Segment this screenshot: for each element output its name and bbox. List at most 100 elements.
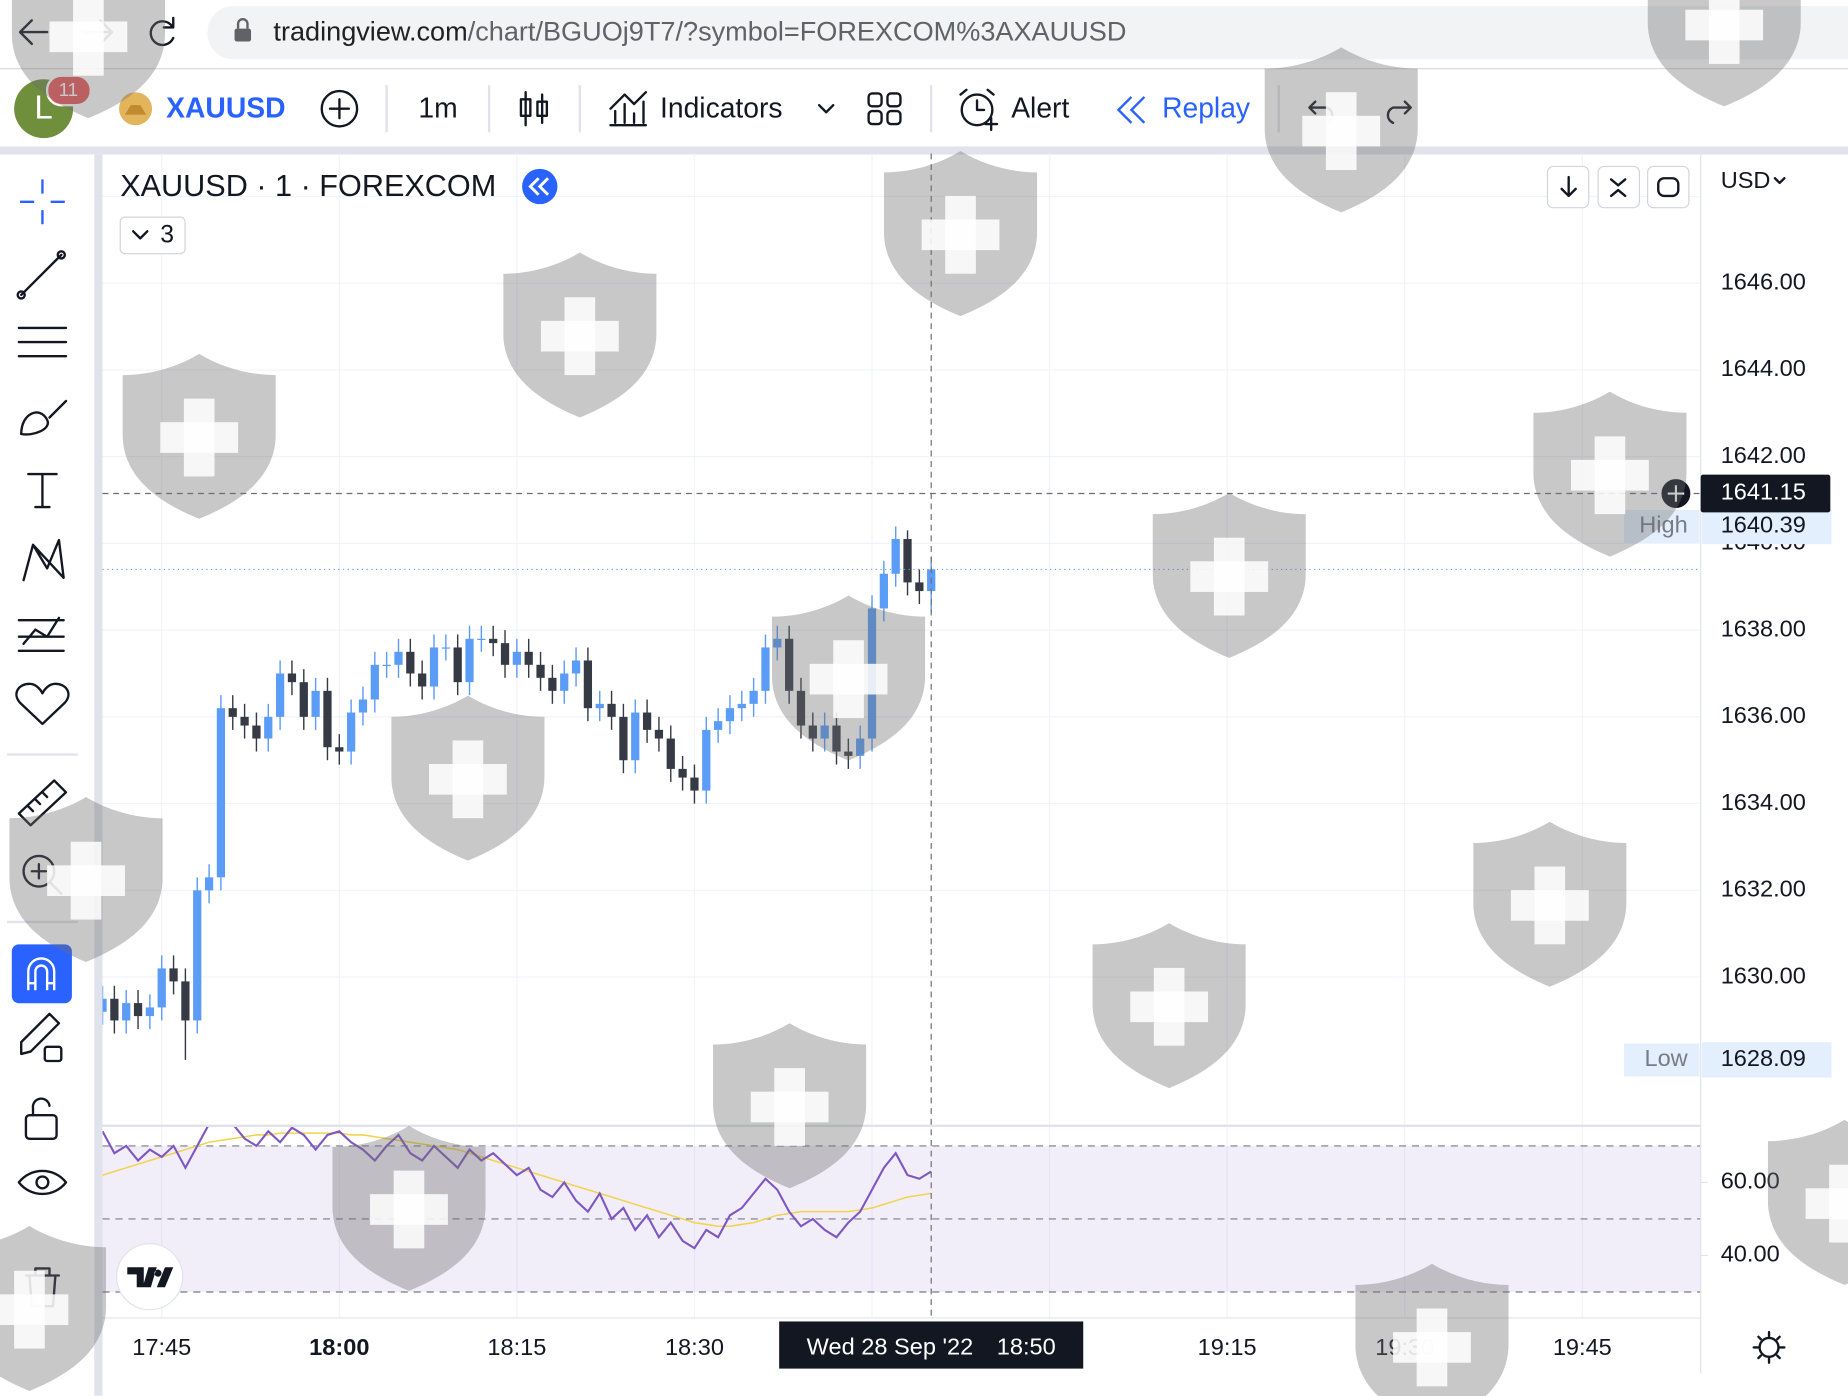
candle-body <box>477 638 486 640</box>
collapse-button[interactable] <box>1597 165 1640 209</box>
x-tick-label: 19:45 <box>1553 1334 1612 1360</box>
candle-body <box>110 998 119 1021</box>
candle-body <box>891 539 900 574</box>
layout-icon <box>867 109 883 126</box>
candle-body <box>275 673 285 717</box>
text-tool[interactable] <box>27 472 58 509</box>
price-label-name: Low <box>1644 1045 1688 1071</box>
indicators-menu[interactable] <box>817 104 835 114</box>
y-tick-label: 1632.00 <box>1721 876 1806 902</box>
replay-button[interactable]: Replay <box>1162 91 1251 123</box>
y-tick-label: 1646.00 <box>1721 268 1806 294</box>
candle-body <box>370 664 379 700</box>
price-label-bg <box>1701 508 1832 545</box>
candle-body <box>169 968 178 982</box>
candle-body <box>429 647 439 687</box>
candle-body <box>690 777 699 791</box>
candle-body <box>524 651 533 665</box>
replay-indicator <box>528 177 550 196</box>
candle-body <box>500 643 510 665</box>
candle-body <box>204 877 214 891</box>
lock-all-tool[interactable] <box>24 1114 58 1140</box>
interval-button[interactable]: 1m <box>418 91 457 123</box>
candle-body <box>264 716 273 739</box>
hide-tool[interactable] <box>17 1169 68 1196</box>
x-tick-label: 18:00 <box>309 1334 369 1360</box>
symbol-button[interactable]: XAUUSD <box>166 91 285 123</box>
candle-body <box>713 721 723 730</box>
x-tick-label: 17:45 <box>132 1334 191 1360</box>
lock-drawing-tool[interactable] <box>20 1012 61 1056</box>
chart-type-icon <box>536 100 549 117</box>
layout-icon <box>886 92 902 108</box>
compare-button[interactable] <box>320 89 359 128</box>
symbol-icon <box>124 105 147 115</box>
brush-tool[interactable] <box>20 399 68 436</box>
candle-body <box>335 747 344 752</box>
pattern-tool[interactable] <box>22 538 65 582</box>
compare-button <box>328 98 351 120</box>
price-label: 1640.39 <box>1721 512 1806 538</box>
trend-line-tool[interactable] <box>20 253 63 297</box>
candle-body <box>642 712 652 730</box>
indicator-count: 3 <box>160 222 174 249</box>
candle-body <box>607 703 616 717</box>
candle-body <box>453 647 462 683</box>
crosshair-time-label: Wed 28 Sep '22 18:50 <box>807 1334 1056 1360</box>
y-tick-label: 1636.00 <box>1721 702 1806 728</box>
candle-body <box>465 638 474 683</box>
collapse-button <box>1609 178 1627 198</box>
rsi-tick-label: 40.00 <box>1721 1241 1780 1267</box>
layout-icon[interactable] <box>867 92 883 108</box>
candle-body <box>631 712 640 761</box>
candle-body <box>702 729 711 791</box>
hide-tool <box>35 1175 50 1190</box>
currency-menu <box>1773 177 1786 185</box>
lock-icon <box>234 28 252 42</box>
lock-icon <box>236 18 249 29</box>
candle-body <box>678 768 687 778</box>
indicators-button[interactable]: Indicators <box>660 91 783 123</box>
candle-body <box>358 699 368 713</box>
replay-icon <box>1116 96 1146 124</box>
trend-line-tool <box>16 290 26 300</box>
favorites-tool[interactable] <box>15 682 70 726</box>
candle-body <box>548 677 557 691</box>
candle-body <box>619 716 628 761</box>
candle-body <box>122 1003 131 1021</box>
maximize-button[interactable] <box>1647 165 1690 209</box>
price-label-bg <box>1624 1043 1700 1077</box>
url-bar[interactable] <box>207 6 1848 60</box>
chart-title: XAUUSD · 1 · FOREXCOM <box>120 169 496 203</box>
candle-body <box>512 651 521 665</box>
indicators-toggle[interactable] <box>119 216 186 255</box>
candle-body <box>145 1007 155 1017</box>
drawing-toolbar <box>0 154 95 1396</box>
candle-body <box>666 738 675 769</box>
settings-button <box>1752 1330 1786 1364</box>
magnet-tool[interactable] <box>11 944 72 1004</box>
candle-body <box>761 647 770 691</box>
trend-line-tool <box>56 250 66 260</box>
indicators-toggle <box>132 230 149 240</box>
candle-body <box>216 708 226 878</box>
candle-body <box>418 673 427 687</box>
crosshair-tool[interactable] <box>20 179 65 225</box>
candle-body <box>749 690 758 704</box>
divider <box>0 146 1848 155</box>
maximize-button <box>1657 177 1680 198</box>
candle-body <box>133 1003 143 1017</box>
measure-tool[interactable] <box>17 779 68 827</box>
candle-body <box>489 638 498 644</box>
candle-body <box>323 690 332 748</box>
alert-button[interactable]: Alert <box>1011 91 1069 123</box>
candle-body <box>181 981 190 1021</box>
fib-tool[interactable] <box>17 326 68 358</box>
toolbar <box>0 69 1848 148</box>
crosshair-date: Wed 28 Sep '22 <box>807 1334 974 1360</box>
magnet-icon <box>27 957 56 991</box>
currency-button[interactable]: USD <box>1721 167 1771 193</box>
prediction-tool[interactable] <box>17 616 65 653</box>
chart-type-button[interactable] <box>524 91 544 127</box>
